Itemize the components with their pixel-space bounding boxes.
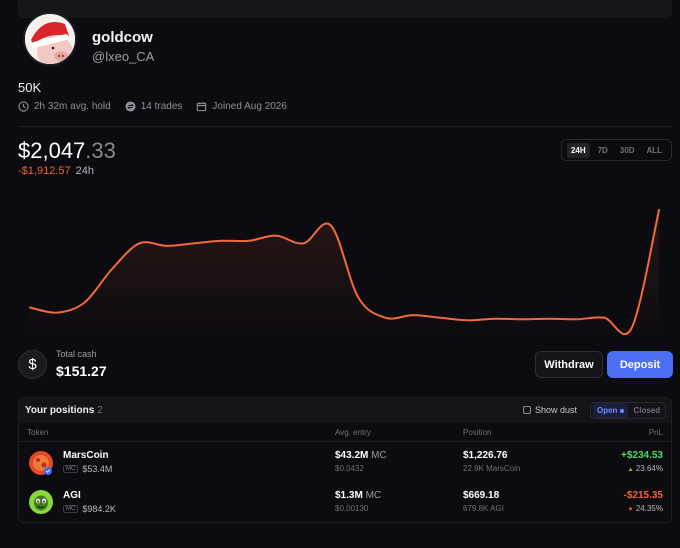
active-dot-icon	[620, 408, 625, 413]
change-value: -$1,912.57	[18, 165, 71, 177]
chart-series-line	[29, 209, 660, 336]
avg-entry-mc: $43.2M MC	[335, 450, 387, 461]
token-name: MarsCoin	[63, 450, 109, 461]
username: goldcow	[92, 29, 153, 46]
timeframe-30d[interactable]: 30D	[619, 145, 635, 155]
header-divider	[19, 441, 671, 442]
portfolio-balance: $2,047.33	[18, 138, 116, 164]
timeframe-selector: 24H 7D 30D ALL	[561, 139, 672, 161]
timeframe-7d[interactable]: 7D	[597, 145, 608, 155]
column-header-avg-entry: Avg. entry	[335, 428, 371, 437]
stat-avg-hold: 2h 32m avg. hold	[18, 101, 111, 112]
dollar-icon: $	[18, 350, 47, 379]
stat-joined: Joined Aug 2026	[196, 101, 287, 112]
withdraw-button[interactable]: Withdraw	[535, 351, 603, 378]
total-cash-value: $151.27	[56, 363, 107, 379]
pnl-percent: ▼ 24.35%	[628, 504, 663, 513]
market-cap-value: $984.2K	[82, 504, 116, 514]
stat-trades: 14 trades	[125, 101, 183, 112]
chart-area-fill	[30, 210, 659, 340]
avg-entry-price: $0.00130	[335, 504, 369, 513]
balance-change: -$1,912.57 24h	[18, 165, 94, 177]
profile-bio: 50K	[18, 80, 42, 95]
market-cap-value: $53.4M	[82, 464, 113, 474]
token-market-cap: MC $53.4M	[63, 464, 112, 474]
column-header-token: Token	[27, 428, 49, 437]
position-value: $1,226.76	[463, 450, 508, 461]
timeframe-24h[interactable]: 24H	[566, 142, 590, 158]
table-row[interactable]: AGI MC $984.2K $1.3M MC $0.00130 $669.18…	[19, 486, 671, 520]
santa-pig-avatar-image	[25, 14, 75, 64]
positions-title: Your positions 2	[25, 405, 103, 416]
column-header-position: Position	[463, 428, 492, 437]
filter-open-button[interactable]: Open	[593, 403, 629, 418]
token-name: AGI	[63, 490, 81, 501]
positions-header	[19, 398, 671, 423]
position-value: $669.18	[463, 490, 500, 501]
portfolio-line-chart	[29, 209, 660, 340]
pnl-percent-value: 23.64%	[635, 464, 663, 473]
marscoin-token-icon	[29, 451, 53, 475]
pnl-percent: ▲ 23.64%	[628, 464, 663, 473]
position-amount: 679.8K AGI	[463, 504, 504, 513]
position-amount: 22.9K MarsCoin	[463, 464, 521, 473]
avatar[interactable]	[23, 12, 77, 66]
show-dust-checkbox[interactable]: Show dust	[523, 405, 577, 415]
stat-avg-hold-label: 2h 32m avg. hold	[34, 101, 111, 112]
filter-open-label: Open	[597, 406, 618, 415]
mc-tag: MC	[63, 505, 79, 513]
change-period: 24h	[75, 165, 94, 177]
balance-main: $2,047	[18, 138, 86, 163]
section-divider	[18, 126, 672, 127]
entry-mc-value: $43.2M	[335, 450, 369, 461]
positions-count: 2	[97, 405, 103, 416]
mc-tag: MC	[63, 465, 79, 473]
arrow-down-icon: ▼	[627, 507, 634, 513]
positions-title-text: Your positions	[25, 405, 95, 416]
checkbox-box[interactable]	[523, 406, 531, 414]
pnl-percent-value: 24.35%	[635, 504, 663, 513]
entry-mc-unit: MC	[365, 490, 382, 501]
show-dust-label: Show dust	[535, 405, 578, 415]
profile-banner	[18, 0, 672, 18]
calendar-icon	[197, 102, 207, 112]
marscoin-logo-icon	[29, 451, 53, 475]
agi-token-icon	[29, 490, 53, 514]
total-cash-label: Total cash	[56, 349, 97, 359]
stat-trades-label: 14 trades	[140, 101, 183, 112]
table-row[interactable]: MarsCoin MC $53.4M $43.2M MC $0.0432 $1,…	[19, 446, 671, 480]
avg-entry-mc: $1.3M MC	[335, 490, 381, 501]
column-header-pnl: PnL	[648, 428, 663, 437]
stat-joined-label: Joined Aug 2026	[212, 101, 287, 112]
pnl-value: -$215.35	[623, 490, 663, 501]
clock-icon	[18, 101, 29, 112]
positions-panel: Your positions 2 Show dust Open Closed To…	[18, 397, 672, 523]
open-closed-toggle: Open Closed	[590, 402, 666, 419]
entry-mc-value: $1.3M	[335, 490, 363, 501]
pnl-value: +$234.53	[621, 450, 663, 461]
balance-decimal: .33	[85, 138, 116, 163]
entry-mc-unit: MC	[371, 450, 387, 461]
token-market-cap: MC $984.2K	[63, 504, 116, 514]
timeframe-all[interactable]: ALL	[646, 145, 662, 155]
deposit-button[interactable]: Deposit	[607, 351, 673, 378]
filter-closed-button[interactable]: Closed	[633, 406, 661, 415]
user-handle: @lxeo_CA	[92, 49, 155, 64]
arrow-up-icon: ▲	[627, 467, 634, 473]
profile-stats: 2h 32m avg. hold 14 trades Joined Aug 20…	[18, 101, 287, 112]
swap-icon	[125, 101, 136, 112]
agi-logo-icon	[29, 490, 53, 514]
avg-entry-price: $0.0432	[335, 464, 364, 473]
